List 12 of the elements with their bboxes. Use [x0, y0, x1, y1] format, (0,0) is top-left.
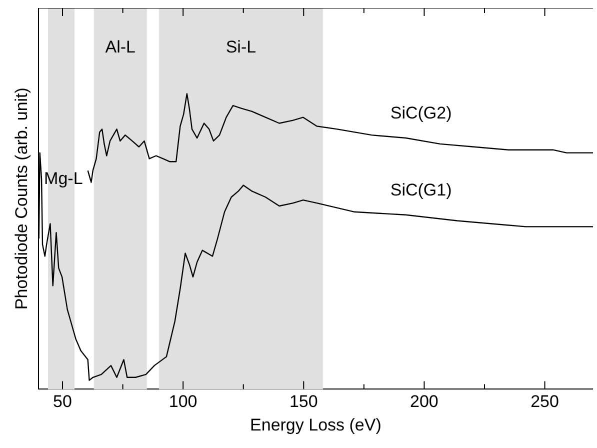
x-tick-label: 50 — [53, 392, 72, 412]
x-tick-label: 150 — [289, 392, 318, 412]
band-label: Si-L — [226, 38, 256, 57]
series-label: SiC(G1) — [390, 180, 452, 200]
y-axis-title: Photodiode Counts (arb. unit) — [12, 88, 31, 310]
series-label: SiC(G2) — [390, 104, 452, 123]
band-label: Al-L — [105, 38, 136, 57]
band-label: Mg-L — [44, 169, 83, 188]
x-tick-label: 200 — [410, 392, 438, 412]
x-tick-label: 250 — [530, 392, 559, 412]
x-axis-title: Energy Loss (eV) — [250, 415, 382, 434]
x-tick-label: 100 — [168, 392, 198, 412]
